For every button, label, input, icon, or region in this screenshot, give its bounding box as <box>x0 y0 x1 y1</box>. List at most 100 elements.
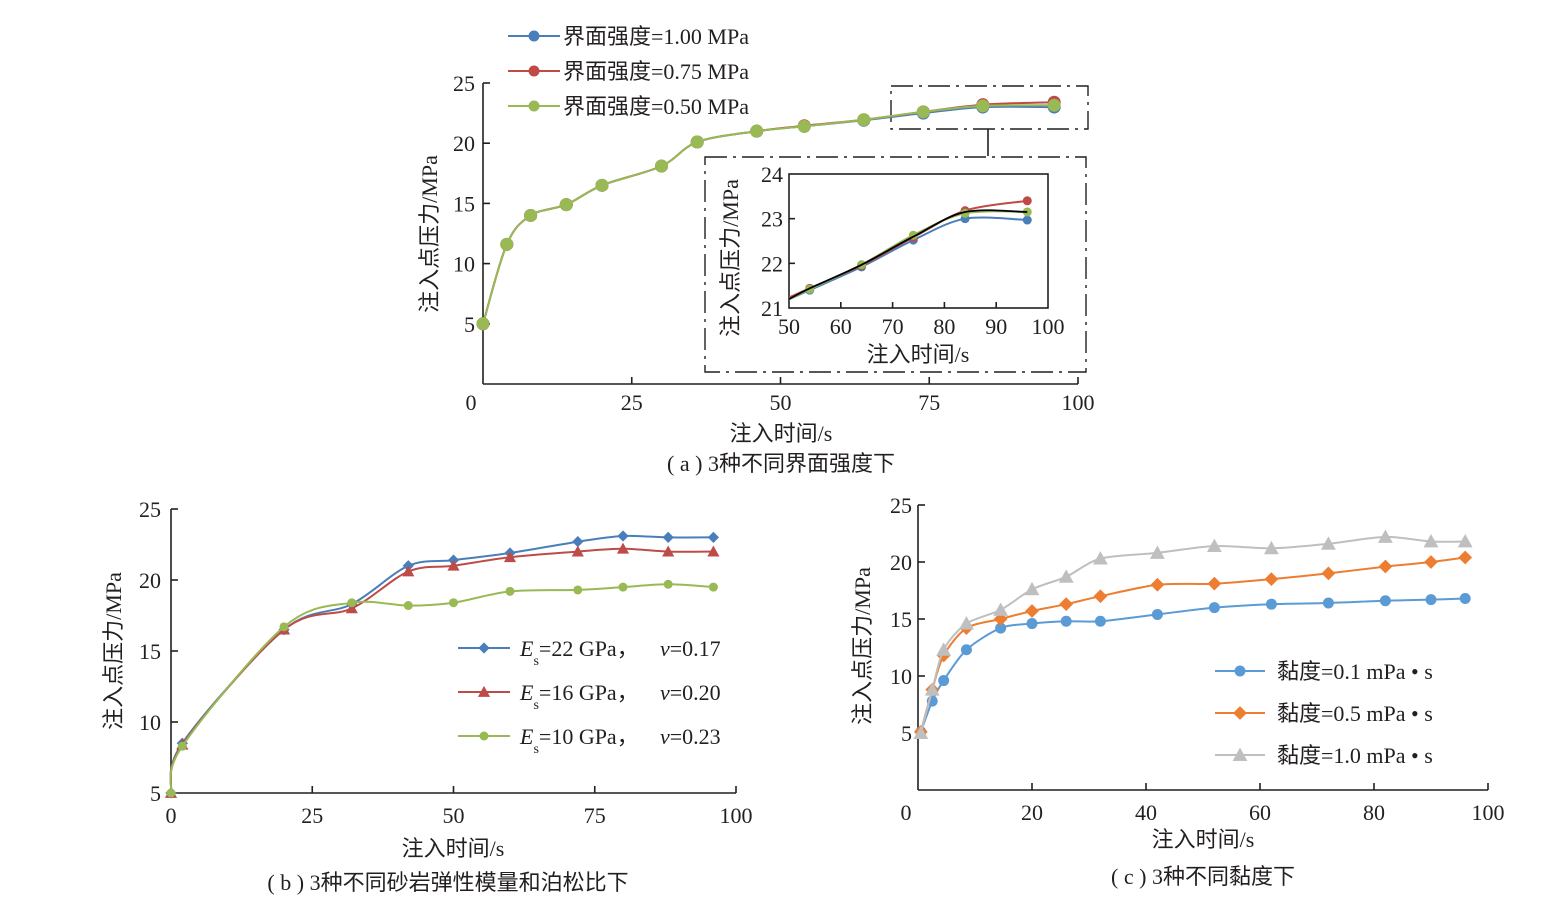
data-point <box>857 113 871 127</box>
chart-a-series <box>476 95 1061 331</box>
x-tick-label: 100 <box>1062 390 1095 415</box>
inset-frame <box>704 156 1087 373</box>
data-point <box>1206 538 1222 552</box>
y-tick-label: 5 <box>901 721 912 746</box>
legend-marker <box>478 642 490 654</box>
legend-item: 黏度=0.5 mPa • s <box>1215 701 1433 726</box>
data-point <box>403 601 413 611</box>
data-point <box>959 616 974 630</box>
data-point <box>1149 545 1165 559</box>
data-point <box>1263 540 1279 555</box>
data-point <box>505 586 515 596</box>
legend-item: 界面强度=0.75 MPa <box>508 59 749 84</box>
inset-y-tick-label: 23 <box>761 207 783 232</box>
data-point <box>1265 598 1277 610</box>
legend-e: E <box>519 680 534 705</box>
legend-item: 黏度=1.0 mPa • s <box>1215 743 1433 768</box>
data-point <box>1150 577 1165 592</box>
data-point <box>1058 569 1074 583</box>
chart-a: 0 25 50 75 100 5 10 15 20 25 50 60 70 80 90 100 21 22 23 2… <box>417 24 1095 476</box>
data-point <box>449 598 458 608</box>
chart-a-inset-frame <box>704 85 1089 373</box>
data-point <box>995 622 1007 634</box>
inset-y-tick-label: 21 <box>761 296 783 321</box>
legend-v: v <box>660 636 670 661</box>
data-point <box>279 622 289 632</box>
data-point <box>617 530 629 542</box>
series-3 <box>166 579 718 798</box>
y-tick-label: 25 <box>890 493 912 518</box>
legend-label: 界面强度=0.75 MPa <box>563 59 749 84</box>
data-point <box>503 551 517 563</box>
inset-plot-frame <box>788 173 1049 309</box>
legend-marker <box>528 30 540 42</box>
series-line <box>169 534 714 794</box>
data-point <box>1264 572 1279 586</box>
legend-label: 黏度=0.1 mPa • s <box>1277 659 1433 684</box>
y-tick-label: 10 <box>139 710 161 735</box>
data-point <box>1093 589 1108 604</box>
legend-sub: s <box>533 654 538 669</box>
data-point <box>924 682 940 696</box>
data-point <box>1425 594 1437 606</box>
data-point <box>1208 602 1220 614</box>
data-point <box>797 119 811 133</box>
x-tick-label: 80 <box>1363 800 1385 825</box>
legend-item: 界面强度=1.00 MPa <box>508 24 749 49</box>
legend-vval: =0.17 <box>670 636 721 661</box>
legend-v: v <box>660 680 670 705</box>
data-point <box>618 582 628 592</box>
chart-b-series <box>164 530 720 799</box>
legend-marker <box>1233 706 1247 720</box>
data-point <box>402 565 415 577</box>
chart-b-caption: ( b ) 3种不同砂岩弹性模量和泊松比下 <box>267 870 628 895</box>
series-line <box>169 547 714 794</box>
y-tick-label: 5 <box>150 781 161 806</box>
legend-label: Es=22 GPa， v=0.17 <box>519 636 721 669</box>
data-point <box>1377 529 1393 543</box>
data-point <box>1379 595 1391 607</box>
y-tick-label: 15 <box>890 607 912 632</box>
y-tick-label: 5 <box>464 312 475 337</box>
data-point <box>707 531 720 544</box>
series-2 <box>164 542 720 798</box>
data-point <box>976 99 990 113</box>
inset-y-tick-label: 22 <box>761 251 783 276</box>
legend-marker <box>528 100 540 112</box>
chart-c-caption: ( c ) 3种不同黏度下 <box>1111 864 1295 889</box>
inset-y-tick-label: 24 <box>761 162 783 187</box>
x-tick-label: 0 <box>466 390 477 415</box>
data-point <box>524 208 538 222</box>
legend-label: Es=16 GPa， v=0.20 <box>519 680 721 713</box>
x-tick-label: 100 <box>1472 800 1505 825</box>
inset-reference-line <box>789 209 1028 300</box>
data-point <box>960 644 972 656</box>
legend-rest: =22 GPa， <box>539 636 639 661</box>
data-point <box>1424 555 1438 569</box>
data-point <box>447 559 460 571</box>
data-point <box>690 135 704 149</box>
inset-x-axis-title: 注入时间/s <box>867 342 970 367</box>
inset-x-tick-label: 60 <box>830 314 852 339</box>
data-point <box>1026 618 1038 630</box>
legend-marker <box>479 731 489 741</box>
y-tick-label: 25 <box>139 497 161 522</box>
inset-series-line <box>789 216 1028 301</box>
data-point <box>347 598 357 608</box>
inset-series <box>789 196 1032 301</box>
legend-e: E <box>519 724 534 749</box>
x-tick-label: 40 <box>1135 800 1157 825</box>
x-tick-label: 75 <box>584 803 606 828</box>
data-point <box>1025 604 1039 618</box>
legend-label: Es=10 GPa， v=0.23 <box>519 724 721 757</box>
y-tick-label: 10 <box>453 252 475 277</box>
y-tick-label: 20 <box>890 550 912 575</box>
legend-rest: =16 GPa， <box>539 680 639 705</box>
inset-series-3 <box>789 207 1032 300</box>
inset-series-1 <box>789 214 1032 301</box>
y-tick-label: 10 <box>890 664 912 689</box>
data-point <box>1322 597 1334 609</box>
